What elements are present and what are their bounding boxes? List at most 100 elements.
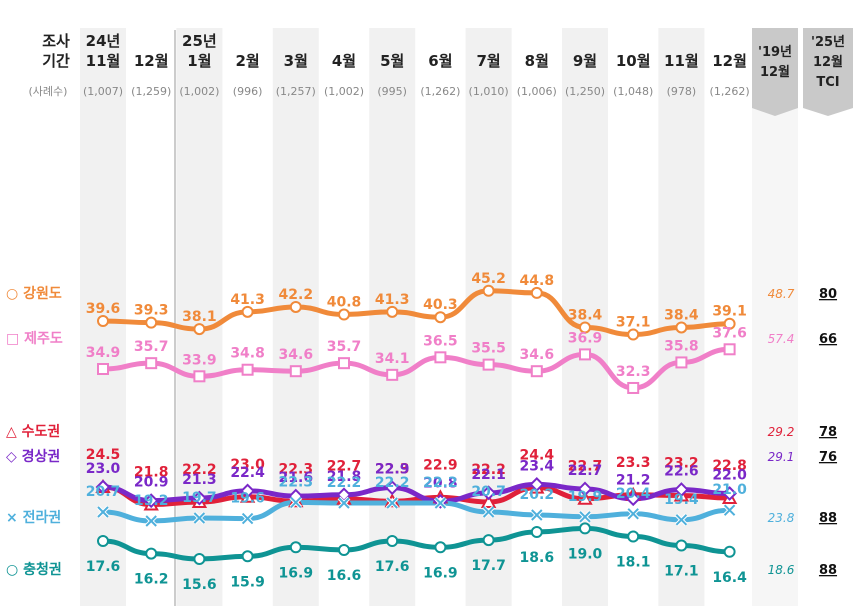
ref-2019-value: 57.4 (768, 332, 795, 346)
data-label: 22.6 (664, 464, 699, 480)
tci-value: 78 (819, 425, 837, 440)
tci-col-line2: 12월 (813, 54, 843, 70)
data-label: 42.2 (279, 287, 314, 303)
marker-stroke (290, 496, 302, 509)
data-label: 19.2 (134, 493, 169, 509)
data-label: 18.6 (520, 550, 555, 566)
point-marker (723, 503, 737, 517)
data-label: 34.1 (375, 351, 410, 367)
tci-value: 66 (819, 332, 837, 347)
sample-size: (1,006) (517, 85, 557, 98)
marker-stroke (338, 497, 350, 509)
point-marker (482, 284, 495, 297)
point-marker (191, 490, 207, 506)
month-label: 9월 (573, 52, 597, 70)
data-labels: 39.6 39.3 38.1 41.3 42.2 40.8 41.3 40.3 45.2 44.8… (86, 271, 747, 593)
point-marker (530, 286, 543, 299)
month-label: 6월 (428, 52, 452, 70)
point-marker (241, 512, 255, 526)
data-label: 39.1 (712, 304, 747, 320)
point-marker (577, 490, 593, 505)
ref-column-tab (752, 28, 798, 116)
point-marker (673, 482, 689, 498)
data-label: 45.2 (471, 271, 506, 287)
month-label: 12월 (712, 52, 747, 70)
legend-item: ○ 충청권 (6, 562, 62, 578)
point-marker (579, 348, 591, 361)
data-label: 40.8 (327, 295, 362, 311)
point-marker (723, 545, 736, 558)
marker-stroke (193, 512, 206, 524)
ref-col-line1: '19년 (758, 45, 792, 60)
series-line-0 (100, 288, 733, 338)
point-marker (97, 315, 109, 327)
point-marker (577, 481, 593, 497)
data-label: 38.4 (568, 307, 603, 323)
sample-size: (1,002) (324, 85, 364, 98)
point-marker (529, 476, 545, 492)
data-label: 19.4 (664, 492, 699, 508)
point-marker (143, 493, 159, 509)
column-band (562, 28, 608, 606)
point-marker (95, 479, 111, 495)
data-label: 22.2 (327, 475, 362, 491)
point-marker (481, 485, 497, 501)
data-label: 35.7 (327, 339, 362, 355)
point-marker (241, 363, 254, 376)
survey-label-line1: 조사 (42, 32, 70, 50)
point-marker (386, 535, 399, 547)
point-marker (289, 541, 302, 554)
month-label: 7월 (476, 52, 500, 70)
point-marker (193, 553, 206, 565)
legend-item: △ 수도권 (6, 424, 60, 440)
data-label: 22.0 (712, 468, 747, 484)
data-label: 39.3 (134, 303, 169, 319)
data-label: 21.3 (182, 472, 217, 488)
ref-2019-value: 29.2 (768, 425, 795, 439)
data-label: 24.5 (86, 447, 121, 463)
point-marker (385, 496, 399, 510)
point-marker (433, 496, 447, 510)
sample-size: (995) (377, 85, 407, 98)
marker-stroke (531, 509, 543, 521)
month-year-label: 24년 (86, 32, 121, 50)
point-marker (338, 544, 350, 556)
data-label: 16.4 (712, 570, 747, 586)
sample-size: (1,262) (420, 85, 460, 98)
data-label: 22.8 (712, 458, 747, 474)
point-marker (482, 358, 495, 371)
tci-column-tab (803, 28, 853, 116)
data-label: 41.3 (375, 292, 410, 308)
data-label: 33.9 (182, 352, 217, 368)
data-label: 22.3 (279, 461, 314, 477)
data-label: 44.8 (520, 273, 555, 289)
data-label: 23.0 (230, 457, 265, 473)
month-label: 3월 (284, 52, 308, 70)
month-year-label: 25년 (182, 32, 217, 50)
marker-stroke (482, 506, 495, 518)
data-label: 34.6 (520, 347, 555, 363)
marker-stroke (241, 512, 254, 525)
data-label: 37.6 (712, 325, 747, 341)
point-marker (193, 370, 206, 383)
point-marker (144, 514, 158, 528)
point-marker (627, 381, 640, 394)
data-label: 21.6 (279, 470, 314, 486)
point-marker (530, 526, 543, 538)
data-label: 19.9 (568, 489, 603, 505)
data-label: 21.8 (327, 469, 362, 485)
data-label: 38.4 (664, 307, 699, 323)
data-label: 41.3 (230, 292, 265, 308)
data-label: 32.3 (616, 364, 651, 380)
month-label: 11월 (664, 52, 699, 70)
point-marker (482, 534, 495, 547)
point-marker (627, 328, 640, 341)
data-label: 23.2 (664, 455, 699, 471)
data-label: 19.7 (182, 490, 217, 506)
month-label: 10월 (616, 52, 651, 70)
point-marker (97, 363, 109, 375)
ref-column-band (752, 28, 798, 606)
data-label: 20.2 (520, 487, 555, 503)
ref-2019-value: 18.6 (768, 563, 795, 577)
